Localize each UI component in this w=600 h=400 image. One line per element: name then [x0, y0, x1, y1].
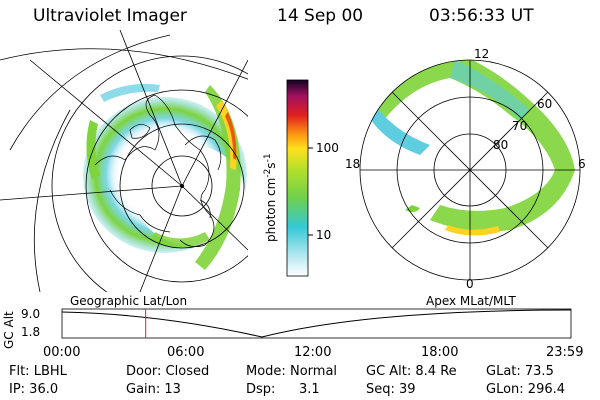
colorbar-label-s: s: [264, 162, 278, 169]
time-label: 03:56:33 UT: [429, 6, 534, 26]
altitude-ylabel: GC Alt: [2, 311, 16, 349]
time-tick-0600: 06:00: [167, 345, 205, 360]
mlt-label-6: 6: [578, 157, 586, 171]
mode-value: Normal: [290, 364, 338, 379]
gc-alt-value: GC Alt: 8.4 Re: [366, 364, 457, 379]
colorbar-tick-100: 100: [316, 141, 339, 155]
altitude-tick-min: 1.8: [21, 325, 41, 339]
glat-value: GLat: 73.5: [486, 364, 554, 379]
apex-map-label: Apex MLat/MLT: [426, 294, 516, 308]
gain-value: Gain: 13: [126, 382, 181, 397]
dsp-label: Dsp:: [246, 382, 276, 397]
colorbar-label-exp1: -2: [263, 168, 273, 178]
time-tick-1800: 18:00: [421, 345, 459, 360]
colorbar-label-text: photon cm: [264, 177, 278, 242]
mlat-label-80: 80: [493, 138, 509, 152]
altitude-tick-max: 9.0: [21, 307, 41, 321]
colorbar-label: photon cm-2s-1: [263, 153, 278, 242]
geographic-map-label: Geographic Lat/Lon: [70, 294, 188, 308]
colorbar-tick-10: 10: [316, 228, 332, 242]
ip-value: IP: 36.0: [9, 382, 59, 397]
mlat-label-70: 70: [512, 119, 528, 133]
glon-value: GLon: 296.4: [486, 382, 566, 397]
mode-label: Mode:: [246, 364, 286, 379]
mlt-label-12: 12: [474, 47, 490, 61]
time-tick-2359: 23:59: [546, 345, 584, 360]
time-tick-1200: 12:00: [294, 345, 332, 360]
door-status: Door: Closed: [126, 364, 210, 379]
colorbar-label-exp2: -1: [263, 153, 273, 163]
mlt-label-18: 18: [345, 157, 361, 171]
aurora-oval-geo: [83, 97, 247, 253]
time-tick-0000: 00:00: [43, 345, 81, 360]
filter-value: Flt: LBHL: [9, 364, 67, 379]
date-label: 14 Sep 00: [277, 6, 364, 26]
instrument-title: Ultraviolet Imager: [33, 6, 187, 26]
aurora-oval-polar: [365, 60, 575, 232]
mlt-label-0: 0: [466, 277, 474, 291]
mlat-label-60: 60: [537, 97, 553, 111]
dsp-value: 3.1: [299, 382, 320, 397]
seq-value: Seq: 39: [366, 382, 416, 397]
